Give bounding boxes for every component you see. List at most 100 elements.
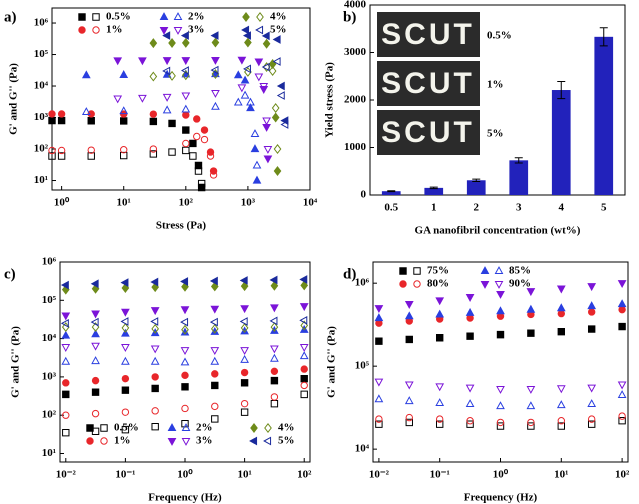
- loss-point: [150, 356, 160, 365]
- storage-point: [465, 294, 475, 302]
- loss-point: [374, 378, 384, 387]
- x-tick-label: 0.5: [384, 202, 398, 214]
- loss-point: [57, 146, 66, 155]
- x-tick-label: 10³: [241, 197, 256, 209]
- storage-point: [300, 365, 308, 373]
- x-tick-label: 10⁰: [177, 469, 193, 481]
- storage-point: [526, 304, 536, 313]
- legend-label: 1%: [114, 435, 131, 447]
- loss-point: [181, 92, 191, 101]
- storage-point: [180, 31, 189, 40]
- x-tick-label: 10⁻¹: [115, 469, 135, 481]
- loss-point: [211, 101, 220, 110]
- x-tick-label: 10⁴: [303, 197, 318, 209]
- photo-text: SCUT: [381, 67, 475, 100]
- storage-point: [618, 306, 626, 314]
- loss-point: [211, 402, 219, 410]
- x-tick-label: 10⁻²: [369, 469, 390, 481]
- panel-label: b): [343, 9, 356, 25]
- x-tick-label: 4: [559, 202, 565, 214]
- loss-point: [120, 146, 128, 154]
- legend-label: 5%: [278, 435, 295, 447]
- x-tick-label: 10⁰: [54, 197, 70, 209]
- loss-point: [240, 347, 249, 356]
- storage-point: [240, 75, 250, 84]
- photo-label: 5%: [487, 128, 504, 140]
- storage-point: [210, 281, 219, 292]
- storage-point: [61, 330, 71, 339]
- storage-point: [526, 288, 536, 297]
- storage-point: [270, 280, 279, 291]
- legend-marker: [173, 12, 183, 21]
- legend-label: 90%: [509, 278, 531, 290]
- x-tick-label: 10⁻²: [56, 469, 77, 481]
- storage-point: [618, 322, 626, 331]
- legend-label: 0.5%: [114, 422, 139, 434]
- y-axis-title: Yield stress (Pa): [324, 62, 336, 138]
- storage-point: [120, 117, 128, 125]
- legend-marker: [480, 280, 490, 289]
- storage-point: [240, 326, 249, 335]
- x-axis-title: Stress (Pa): [156, 220, 207, 232]
- loss-point: [211, 415, 219, 423]
- storage-point: [263, 155, 273, 164]
- loss-point: [252, 160, 262, 169]
- photo-panel: [377, 12, 480, 57]
- loss-point: [91, 409, 100, 418]
- storage-point: [270, 367, 279, 375]
- storage-point: [182, 126, 190, 134]
- x-tick-label: 10²: [297, 469, 312, 481]
- loss-point: [250, 129, 260, 138]
- storage-point: [62, 379, 70, 387]
- storage-point: [193, 115, 201, 123]
- x-tick-label: 10¹: [554, 469, 568, 481]
- loss-point: [405, 418, 413, 427]
- loss-point: [162, 93, 172, 102]
- legend-marker: [159, 12, 169, 21]
- loss-point: [269, 316, 278, 326]
- y-tick-label: 10²: [34, 143, 49, 155]
- loss-point: [587, 384, 597, 393]
- storage-point: [527, 329, 535, 337]
- storage-point: [250, 144, 260, 153]
- loss-point: [465, 399, 475, 408]
- loss-point: [587, 399, 597, 408]
- photo-panel: [377, 110, 480, 155]
- storage-point: [587, 325, 596, 333]
- loss-point: [233, 97, 243, 106]
- loss-point: [189, 152, 197, 160]
- loss-point: [496, 422, 505, 430]
- loss-point: [240, 322, 249, 333]
- loss-point: [237, 84, 247, 93]
- storage-point: [121, 308, 130, 317]
- loss-point: [587, 415, 596, 423]
- loss-point: [243, 64, 251, 74]
- bar: [509, 160, 529, 195]
- storage-point: [246, 103, 255, 112]
- loss-point: [182, 146, 190, 155]
- storage-point: [273, 166, 282, 177]
- loss-point: [61, 344, 71, 352]
- loss-point: [119, 106, 129, 115]
- legend-marker: [263, 436, 272, 446]
- legend-marker: [167, 423, 177, 432]
- x-tick-label: 1: [431, 202, 437, 214]
- storage-point: [374, 305, 384, 314]
- panel: d) G' and G'' (Pa) Frequency (Hz) 10⁴ 10⁵ 10⁶…: [326, 261, 630, 504]
- panel: b) Yield stress (Pa) GA nanofibril concent…: [324, 0, 626, 237]
- loss-point: [113, 95, 123, 104]
- storage-point: [300, 374, 308, 383]
- legend-marker: [413, 267, 421, 275]
- legend-marker: [494, 280, 504, 289]
- loss-point: [81, 107, 91, 116]
- storage-point: [87, 117, 95, 125]
- loss-point: [271, 103, 280, 114]
- storage-point: [404, 311, 414, 320]
- loss-point: [180, 66, 189, 75]
- loss-point: [587, 420, 596, 428]
- loss-point: [180, 317, 189, 327]
- legend-marker: [242, 12, 250, 22]
- loss-point: [180, 357, 190, 366]
- photo-text: SCUT: [381, 116, 475, 149]
- loss-point: [435, 415, 444, 423]
